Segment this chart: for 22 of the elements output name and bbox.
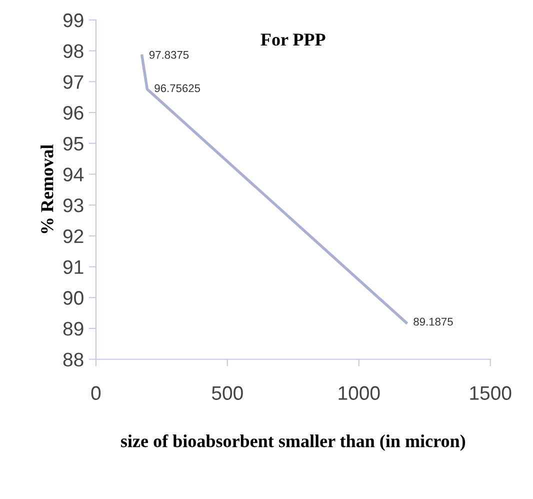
y-tick-label: 93	[63, 198, 84, 212]
y-tick-label: 92	[63, 229, 84, 244]
data-label: 96.75625	[154, 84, 200, 92]
y-tick-label: 88	[63, 352, 84, 367]
y-tick-label: 94	[63, 168, 84, 182]
y-tick-label: 96	[63, 106, 84, 120]
text: For PPP	[260, 34, 326, 46]
y-tick-label: 95	[63, 136, 84, 151]
y-tick-label: 99	[63, 13, 84, 28]
y-tick-label: 91	[63, 260, 84, 274]
x-tick-label: 1500	[470, 386, 512, 400]
x-tick-label: 0	[91, 386, 101, 400]
x-axis-title: size of bioabsorbent smaller than (in micron)	[120, 434, 466, 451]
data-label: 97.8375	[149, 50, 189, 59]
x-tick-label: 1000	[338, 386, 380, 400]
data-label: 89.1875	[414, 318, 453, 326]
y-axis-title: % Removal	[40, 144, 54, 234]
y-tick-label: 98	[63, 44, 84, 58]
x-tick-label: 500	[212, 386, 243, 400]
y-tick-label: 97	[63, 75, 84, 89]
y-tick-label: 89	[63, 322, 84, 336]
y-tick-label: 90	[63, 291, 84, 305]
